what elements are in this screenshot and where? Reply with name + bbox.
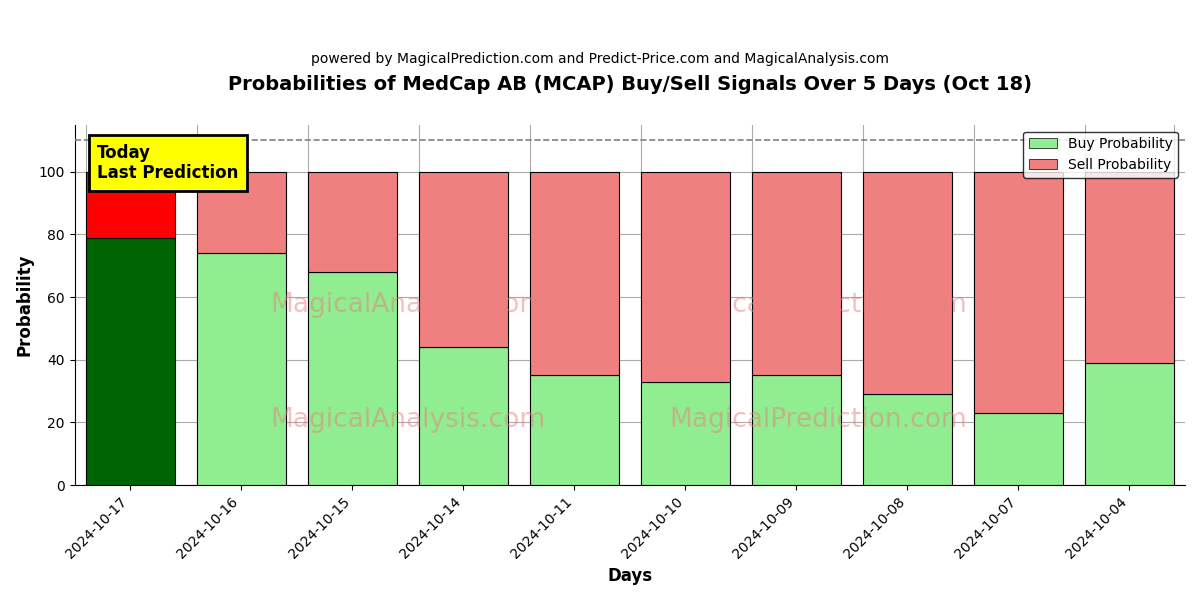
Bar (85, 238, 174, 485)
Bar (419, 347, 508, 485)
X-axis label: Days: Days (607, 567, 653, 585)
Bar (863, 394, 952, 485)
Text: Today
Last Prediction: Today Last Prediction (97, 143, 239, 182)
Bar (197, 172, 286, 253)
Bar (1085, 172, 1174, 363)
Bar (530, 172, 619, 376)
Bar (85, 172, 174, 238)
Title: Probabilities of MedCap AB (MCAP) Buy/Sell Signals Over 5 Days (Oct 18): Probabilities of MedCap AB (MCAP) Buy/Se… (228, 75, 1032, 94)
Bar (974, 172, 1063, 413)
Bar (419, 172, 508, 347)
Text: MagicalAnalysis.com: MagicalAnalysis.com (270, 292, 545, 318)
Text: MagicalAnalysis.com: MagicalAnalysis.com (270, 407, 545, 433)
Bar (641, 382, 730, 485)
Text: MagicalPrediction.com: MagicalPrediction.com (670, 292, 967, 318)
Bar (197, 253, 286, 485)
Legend: Buy Probability, Sell Probability: Buy Probability, Sell Probability (1024, 131, 1178, 178)
Bar (863, 172, 952, 394)
Y-axis label: Probability: Probability (16, 254, 34, 356)
Text: powered by MagicalPrediction.com and Predict-Price.com and MagicalAnalysis.com: powered by MagicalPrediction.com and Pre… (311, 52, 889, 66)
Bar (974, 413, 1063, 485)
Text: MagicalPrediction.com: MagicalPrediction.com (670, 407, 967, 433)
Bar (1085, 363, 1174, 485)
Bar (308, 272, 397, 485)
Bar (308, 172, 397, 272)
Bar (752, 172, 841, 376)
Bar (641, 172, 730, 382)
Bar (752, 376, 841, 485)
Bar (530, 376, 619, 485)
